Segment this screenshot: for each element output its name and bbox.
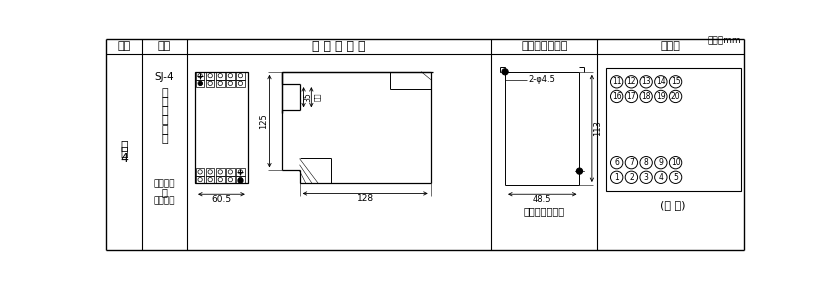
Text: 7: 7 (628, 158, 633, 167)
Text: 60.5: 60.5 (211, 195, 231, 204)
Text: 12: 12 (626, 77, 635, 86)
Text: 图: 图 (120, 146, 128, 159)
Bar (236, 80, 244, 87)
Text: 4: 4 (120, 152, 128, 165)
Text: 14: 14 (655, 77, 665, 86)
Bar (195, 72, 205, 80)
Text: 凸: 凸 (161, 87, 167, 98)
Text: 式: 式 (161, 106, 167, 116)
Text: 安装开孔尺寸图: 安装开孔尺寸图 (520, 41, 566, 51)
Text: 3: 3 (643, 173, 647, 182)
Text: 16: 16 (611, 92, 621, 101)
Bar (236, 176, 244, 183)
Text: 卡槽: 卡槽 (314, 93, 320, 101)
Text: 10: 10 (670, 158, 680, 167)
Bar (216, 168, 224, 176)
Text: 20: 20 (670, 92, 680, 101)
Bar (205, 80, 214, 87)
Text: 2-φ4.5: 2-φ4.5 (527, 75, 555, 84)
Bar (605, 68, 739, 191)
Text: 结构: 结构 (157, 41, 171, 51)
Bar (226, 80, 234, 87)
Text: 卡轨安装: 卡轨安装 (153, 179, 175, 188)
Text: 前: 前 (161, 115, 167, 125)
Text: 1: 1 (614, 173, 619, 182)
Bar (195, 168, 205, 176)
Text: 113: 113 (592, 120, 601, 136)
Text: SJ-4: SJ-4 (155, 72, 174, 82)
Text: 18: 18 (641, 92, 650, 101)
Bar (216, 176, 224, 183)
Circle shape (575, 168, 582, 174)
Bar (236, 168, 244, 176)
Text: 螺钉安装开孔图: 螺钉安装开孔图 (522, 206, 564, 216)
Text: 9: 9 (657, 158, 662, 167)
Text: 6: 6 (614, 158, 619, 167)
Text: 128: 128 (356, 194, 373, 203)
Bar (205, 176, 214, 183)
Text: 线: 线 (161, 134, 167, 144)
Text: 附: 附 (120, 140, 128, 153)
Text: 11: 11 (611, 77, 621, 86)
Circle shape (502, 69, 508, 75)
Text: (正 视): (正 视) (660, 200, 686, 210)
Bar (226, 72, 234, 80)
Text: 单位：mm: 单位：mm (706, 36, 739, 45)
Text: 5: 5 (672, 173, 677, 182)
Bar (216, 72, 224, 80)
Bar (195, 72, 248, 183)
Bar (216, 80, 224, 87)
Text: 8: 8 (643, 158, 647, 167)
Text: 外 形 尺 寸 图: 外 形 尺 寸 图 (311, 40, 365, 53)
Text: 19: 19 (655, 92, 665, 101)
Text: 图号: 图号 (118, 41, 131, 51)
Text: 2: 2 (628, 173, 633, 182)
Text: 4: 4 (657, 173, 662, 182)
Text: 出: 出 (161, 97, 167, 107)
Text: 17: 17 (626, 92, 635, 101)
Text: 或: 或 (161, 187, 167, 197)
Bar (195, 80, 205, 87)
Bar (236, 72, 244, 80)
Text: 48.5: 48.5 (532, 195, 551, 204)
Bar (205, 72, 214, 80)
Text: 端子图: 端子图 (660, 41, 680, 51)
Bar (205, 168, 214, 176)
Text: 35: 35 (303, 92, 312, 102)
Bar (226, 168, 234, 176)
Bar (195, 176, 205, 183)
Text: 螺钉安装: 螺钉安装 (153, 196, 175, 205)
Text: 15: 15 (670, 77, 680, 86)
Text: 接: 接 (161, 125, 167, 135)
Text: 125: 125 (259, 113, 268, 129)
Text: 13: 13 (641, 77, 650, 86)
Bar (226, 176, 234, 183)
